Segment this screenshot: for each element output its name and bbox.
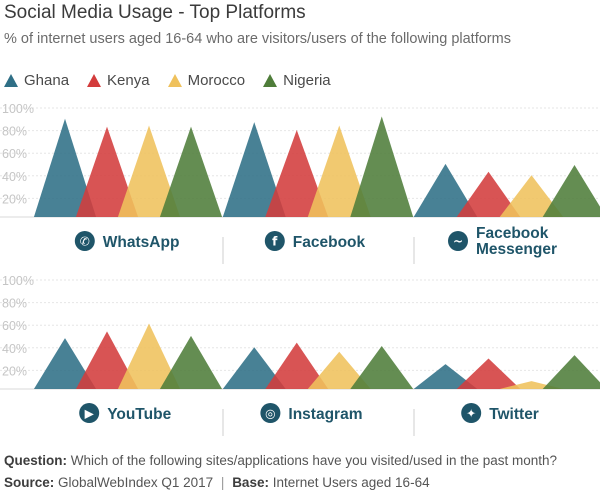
bar-ghana (222, 122, 286, 217)
bar-ghana (222, 347, 286, 389)
legend: Ghana Kenya Morocco Nigeria (4, 72, 331, 89)
y-tick-label: 20% (2, 364, 27, 378)
y-tick-label: 60% (2, 319, 27, 333)
bar-ghana (33, 118, 97, 217)
bar-kenya (75, 126, 139, 217)
y-tick-label: 80% (2, 297, 27, 311)
y-tick-label: 20% (2, 192, 27, 206)
bar-morocco (499, 175, 564, 217)
legend-swatch-ghana (4, 74, 18, 87)
y-tick-label: 100% (2, 274, 34, 288)
source-label: Source: (4, 475, 55, 490)
twitter-icon (461, 403, 482, 423)
panel-label: WhatsApp (103, 234, 180, 251)
panel-label: Facebook (476, 225, 549, 242)
legend-item-nigeria: Nigeria (263, 72, 331, 89)
panel-label: Messenger (476, 241, 557, 258)
facebook-icon-glyph: f (272, 235, 278, 249)
bar-kenya (456, 358, 521, 389)
chart-subtitle: % of internet users aged 16-64 who are v… (4, 31, 511, 47)
bar-morocco (307, 125, 371, 217)
panel-label: Twitter (489, 406, 539, 423)
bar-ghana (33, 338, 97, 389)
bar-morocco (307, 351, 371, 389)
bar-ghana (413, 163, 478, 217)
panel-label: Instagram (288, 406, 362, 423)
y-tick-label: 60% (2, 147, 27, 161)
bar-nigeria (542, 165, 600, 217)
legend-swatch-kenya (87, 74, 102, 87)
y-tick-label: 40% (2, 342, 27, 356)
legend-item-kenya: Kenya (87, 72, 150, 89)
youtube-icon-glyph: ▶ (85, 407, 95, 421)
bar-ghana (413, 364, 478, 389)
base-label: Base: (232, 475, 269, 490)
chart-title: Social Media Usage - Top Platforms (4, 2, 306, 23)
messenger-icon (448, 231, 468, 251)
footer-question: Question: Which of the following sites/a… (4, 453, 557, 468)
y-tick-label: 40% (2, 170, 27, 184)
legend-label-kenya: Kenya (107, 72, 150, 89)
y-tick-label: 80% (2, 125, 27, 139)
bar-nigeria (159, 126, 223, 217)
bar-kenya (75, 331, 139, 389)
legend-label-morocco: Morocco (187, 72, 246, 89)
legend-item-ghana: Ghana (4, 72, 69, 89)
source-text: GlobalWebIndex Q1 2017 (58, 475, 214, 490)
instagram-icon-glyph: ◎ (265, 407, 275, 421)
instagram-icon (260, 403, 281, 423)
legend-label-nigeria: Nigeria (283, 72, 331, 89)
legend-swatch-morocco (167, 74, 182, 87)
youtube-icon (79, 403, 100, 423)
panel-label: Facebook (293, 234, 366, 251)
panel-label: YouTube (107, 406, 171, 423)
legend-item-morocco: Morocco (167, 72, 246, 89)
footer-source: Source: GlobalWebIndex Q1 2017 | Base: I… (4, 475, 430, 490)
y-tick-label: 100% (2, 102, 34, 116)
bar-nigeria (542, 355, 600, 389)
twitter-icon-glyph: ✦ (466, 407, 476, 421)
bar-kenya (265, 129, 329, 217)
question-text: Which of the following sites/application… (70, 453, 558, 468)
bar-nigeria (350, 116, 414, 217)
bar-nigeria (350, 346, 414, 389)
legend-label-ghana: Ghana (24, 72, 70, 89)
messenger-icon-glyph: ~ (453, 235, 463, 249)
whatsapp-icon-glyph: ✆ (80, 235, 90, 249)
question-label: Question: (4, 453, 67, 468)
bar-morocco (117, 125, 181, 217)
base-text: Internet Users aged 16-64 (272, 475, 430, 490)
bar-nigeria (159, 335, 223, 389)
whatsapp-icon (74, 231, 95, 251)
legend-swatch-nigeria (263, 74, 278, 87)
bar-kenya (265, 342, 329, 389)
bar-morocco (117, 323, 181, 389)
footer-separator: | (220, 475, 225, 490)
bar-kenya (456, 171, 521, 217)
facebook-icon (264, 231, 285, 251)
